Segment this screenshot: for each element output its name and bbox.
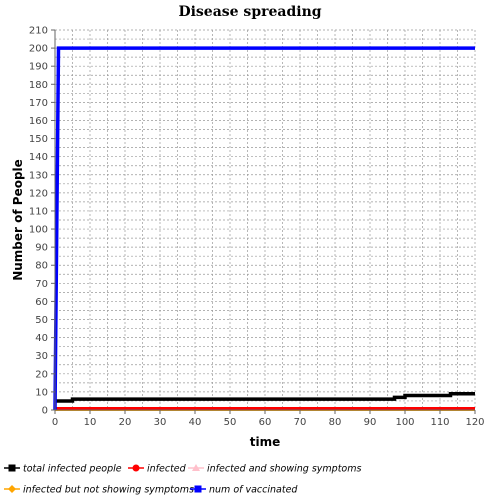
legend-marker	[8, 464, 16, 472]
y-tick-label: 150	[29, 134, 48, 145]
y-tick-label: 130	[29, 170, 48, 181]
legend-marker	[132, 464, 140, 472]
x-tick-label: 110	[430, 417, 449, 428]
y-axis-label: Number of People	[11, 159, 25, 281]
legend-label: infected and showing symptoms	[207, 464, 361, 475]
y-tick-label: 30	[35, 351, 48, 362]
y-tick-label: 100	[29, 225, 48, 236]
legend-label: infected	[147, 464, 187, 475]
y-tick-label: 70	[35, 279, 48, 290]
x-tick-label: 30	[154, 417, 167, 428]
x-tick-label: 90	[364, 417, 377, 428]
legend-item: num of vaccinated	[190, 485, 298, 496]
x-tick-label: 60	[259, 417, 272, 428]
x-tick-label: 40	[189, 417, 202, 428]
legend-item: total infected people	[4, 464, 122, 475]
x-tick-label: 50	[224, 417, 237, 428]
x-tick-label: 20	[119, 417, 132, 428]
y-tick-label: 10	[35, 387, 48, 398]
y-tick-label: 40	[35, 333, 48, 344]
legend-item: infected	[128, 464, 187, 475]
legend-item: infected and showing symptoms	[188, 464, 361, 475]
y-tick-label: 50	[35, 315, 48, 326]
x-tick-label: 120	[465, 417, 484, 428]
y-tick-label: 80	[35, 261, 48, 272]
y-tick-label: 0	[42, 406, 48, 417]
legend-marker	[8, 485, 16, 493]
x-tick-label: 0	[52, 417, 58, 428]
legend-label: num of vaccinated	[209, 485, 298, 496]
y-tick-label: 20	[35, 369, 48, 380]
chart-title: Disease spreading	[178, 4, 321, 20]
legend-marker	[194, 485, 202, 493]
y-tick-label: 60	[35, 297, 48, 308]
x-tick-label: 10	[84, 417, 97, 428]
y-tick-label: 180	[29, 80, 48, 91]
legend: total infected people infected infected an…	[4, 464, 361, 496]
y-tick-label: 190	[29, 62, 48, 73]
legend-marker	[192, 464, 200, 471]
y-tick-label: 210	[29, 26, 48, 37]
series-line	[53, 46, 475, 411]
y-tick-label: 120	[29, 188, 48, 199]
y-tick-label: 170	[29, 98, 48, 109]
x-tick-label: 80	[329, 417, 342, 428]
x-axis-label: time	[250, 435, 281, 449]
x-tick-label: 70	[294, 417, 307, 428]
legend-label: infected but not showing symptoms	[23, 485, 194, 496]
legend-label: total infected people	[23, 464, 122, 475]
axes	[51, 29, 476, 414]
y-tick-label: 110	[29, 206, 48, 217]
y-tick-label: 140	[29, 152, 48, 163]
series-line	[55, 391, 475, 403]
legend-item: infected but not showing symptoms	[4, 485, 194, 496]
x-tick-label: 100	[395, 417, 414, 428]
y-tick-label: 200	[29, 44, 48, 55]
y-tick-label: 160	[29, 116, 48, 127]
tick-labels: 0 10 20 30 40 50 60 70 80 90 100 110 120 0 10 20 30 40 50 6…	[29, 26, 485, 429]
y-tick-label: 90	[35, 243, 48, 254]
